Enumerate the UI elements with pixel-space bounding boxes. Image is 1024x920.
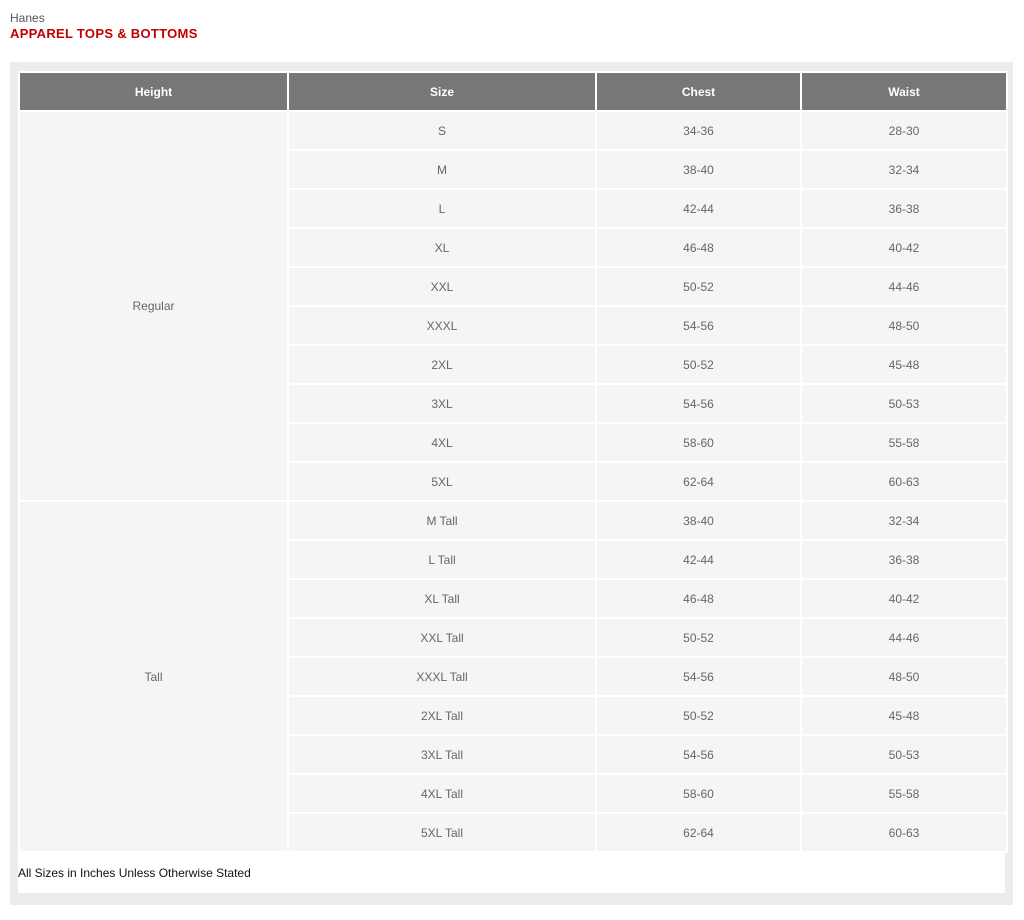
size-cell: 5XL xyxy=(289,463,595,500)
chest-cell: 50-52 xyxy=(597,346,800,383)
chest-cell: 46-48 xyxy=(597,229,800,266)
chest-cell: 54-56 xyxy=(597,385,800,422)
chest-cell: 54-56 xyxy=(597,658,800,695)
header-waist: Waist xyxy=(802,73,1006,110)
waist-cell: 28-30 xyxy=(802,112,1006,149)
table-row: 4XL Tall 58-60 55-58 xyxy=(20,775,1006,812)
header-chest: Chest xyxy=(597,73,800,110)
size-cell: XXL xyxy=(289,268,595,305)
size-cell: 4XL xyxy=(289,424,595,461)
table-row: 2XL 50-52 45-48 xyxy=(20,346,1006,383)
waist-cell: 48-50 xyxy=(802,307,1006,344)
chest-cell: 46-48 xyxy=(597,580,800,617)
table-row: M 38-40 32-34 xyxy=(20,151,1006,188)
waist-cell: 50-53 xyxy=(802,736,1006,773)
page-title: APPAREL TOPS & BOTTOMS xyxy=(10,26,198,41)
table-row: 3XL Tall 54-56 50-53 xyxy=(20,736,1006,773)
waist-cell: 32-34 xyxy=(802,502,1006,539)
brand-name: Hanes xyxy=(10,11,45,25)
waist-cell: 55-58 xyxy=(802,424,1006,461)
table-row: Regular S 34-36 28-30 xyxy=(20,112,1006,500)
size-cell: M Tall xyxy=(289,502,595,539)
table-row: XXXL Tall 54-56 48-50 xyxy=(20,658,1006,695)
footnote: All Sizes in Inches Unless Otherwise Sta… xyxy=(18,853,1005,893)
size-cell: XXXL xyxy=(289,307,595,344)
size-cell: 4XL Tall xyxy=(289,775,595,812)
table-row: 2XL Tall 50-52 45-48 xyxy=(20,697,1006,734)
size-cell: 2XL Tall xyxy=(289,697,595,734)
size-cell: XXL Tall xyxy=(289,619,595,656)
waist-cell: 40-42 xyxy=(802,229,1006,266)
table-row: 4XL 58-60 55-58 xyxy=(20,424,1006,461)
table-row: 5XL Tall 62-64 60-63 xyxy=(20,814,1006,851)
table-row: XL 46-48 40-42 xyxy=(20,229,1006,266)
height-cell: Tall xyxy=(20,502,287,851)
chest-cell: 50-52 xyxy=(597,697,800,734)
table-row: L 42-44 36-38 xyxy=(20,190,1006,227)
waist-cell: 44-46 xyxy=(802,619,1006,656)
size-cell: L Tall xyxy=(289,541,595,578)
table-row: XXL Tall 50-52 44-46 xyxy=(20,619,1006,656)
waist-cell: 40-42 xyxy=(802,580,1006,617)
waist-cell: 36-38 xyxy=(802,190,1006,227)
size-cell: XL xyxy=(289,229,595,266)
chest-cell: 50-52 xyxy=(597,268,800,305)
size-chart-table: Height Size Chest Waist Regular S 34-36 28-… xyxy=(18,71,1008,853)
size-cell: 3XL Tall xyxy=(289,736,595,773)
waist-cell: 32-34 xyxy=(802,151,1006,188)
chest-cell: 38-40 xyxy=(597,151,800,188)
size-cell: 3XL xyxy=(289,385,595,422)
size-cell: XXXL Tall xyxy=(289,658,595,695)
header-size: Size xyxy=(289,73,595,110)
chest-cell: 58-60 xyxy=(597,424,800,461)
chest-cell: 58-60 xyxy=(597,775,800,812)
table-row: XXXL 54-56 48-50 xyxy=(20,307,1006,344)
header-row: Height Size Chest Waist xyxy=(20,73,1006,110)
waist-cell: 55-58 xyxy=(802,775,1006,812)
chest-cell: 50-52 xyxy=(597,619,800,656)
size-cell: 2XL xyxy=(289,346,595,383)
waist-cell: 45-48 xyxy=(802,697,1006,734)
table-row: XXL 50-52 44-46 xyxy=(20,268,1006,305)
height-cell: Regular xyxy=(20,112,287,500)
chest-cell: 38-40 xyxy=(597,502,800,539)
waist-cell: 36-38 xyxy=(802,541,1006,578)
table-row: L Tall 42-44 36-38 xyxy=(20,541,1006,578)
size-cell: L xyxy=(289,190,595,227)
size-cell: XL Tall xyxy=(289,580,595,617)
chest-cell: 42-44 xyxy=(597,541,800,578)
chest-cell: 62-64 xyxy=(597,463,800,500)
size-cell: M xyxy=(289,151,595,188)
size-chart-panel: Height Size Chest Waist Regular S 34-36 28-… xyxy=(10,62,1013,905)
chest-cell: 62-64 xyxy=(597,814,800,851)
header-height: Height xyxy=(20,73,287,110)
waist-cell: 45-48 xyxy=(802,346,1006,383)
table-row: 3XL 54-56 50-53 xyxy=(20,385,1006,422)
table-row: Tall M Tall 38-40 32-34 xyxy=(20,502,1006,851)
waist-cell: 48-50 xyxy=(802,658,1006,695)
chest-cell: 34-36 xyxy=(597,112,800,149)
waist-cell: 60-63 xyxy=(802,814,1006,851)
size-cell: S xyxy=(289,112,595,149)
waist-cell: 60-63 xyxy=(802,463,1006,500)
table-row: 5XL 62-64 60-63 xyxy=(20,463,1006,500)
chest-cell: 54-56 xyxy=(597,736,800,773)
table-row: XL Tall 46-48 40-42 xyxy=(20,580,1006,617)
chest-cell: 54-56 xyxy=(597,307,800,344)
size-cell: 5XL Tall xyxy=(289,814,595,851)
chest-cell: 42-44 xyxy=(597,190,800,227)
waist-cell: 50-53 xyxy=(802,385,1006,422)
waist-cell: 44-46 xyxy=(802,268,1006,305)
